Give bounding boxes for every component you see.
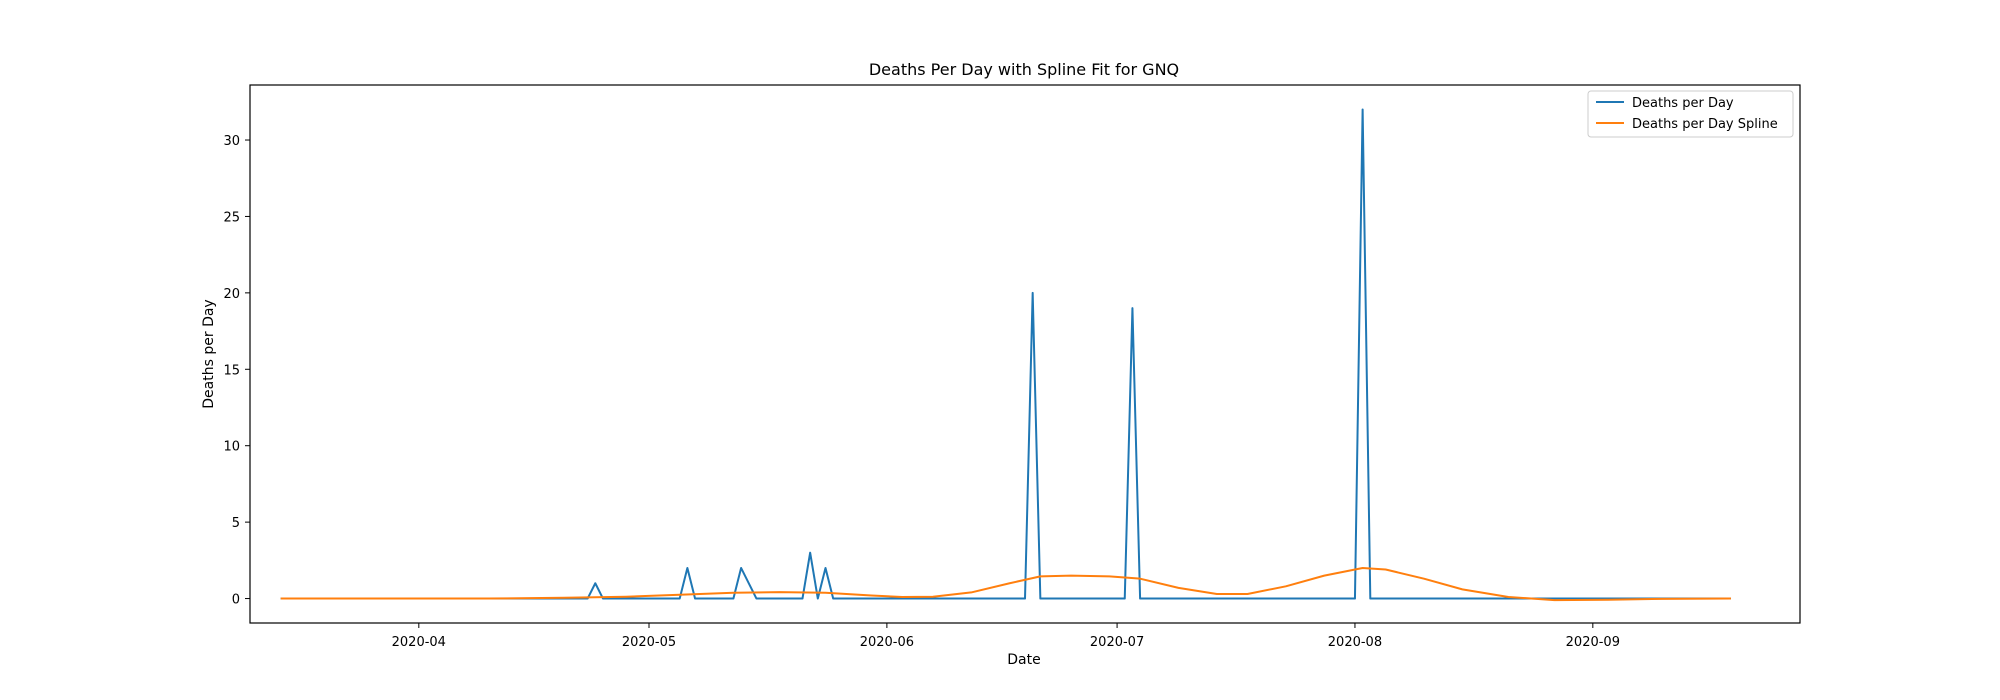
y-tick-label: 10	[223, 440, 240, 455]
y-tick-label: 25	[223, 210, 240, 225]
y-tick-label: 5	[232, 516, 240, 531]
y-tick-label: 20	[223, 287, 240, 302]
y-tick-label: 15	[223, 363, 240, 378]
y-tick-label: 30	[223, 134, 240, 149]
x-tick-label: 2020-08	[1328, 635, 1382, 650]
legend: Deaths per Day Deaths per Day Spline	[1587, 90, 1794, 138]
legend-label-deaths-per-day: Deaths per Day	[1632, 96, 1734, 111]
y-axis-label: Deaths per Day	[201, 299, 217, 408]
y-axis-ticks: 0 5 10 15 20 25 30	[223, 134, 250, 608]
x-tick-label: 2020-06	[860, 635, 914, 650]
x-axis-ticks: 2020-04 2020-05 2020-06 2020-07 2020-08 2020-…	[392, 623, 1620, 650]
legend-box	[1587, 90, 1794, 138]
x-tick-label: 2020-05	[622, 635, 676, 650]
series-line-spline	[280, 566, 1731, 602]
x-tick-label: 2020-09	[1566, 635, 1620, 650]
y-tick-label: 0	[232, 593, 240, 608]
x-axis-label: Date	[1007, 652, 1040, 668]
chart-title: Deaths Per Day with Spline Fit for GNQ	[869, 60, 1179, 79]
series-line-deaths-per-day	[280, 108, 1731, 600]
x-tick-label: 2020-07	[1090, 635, 1144, 650]
series-lines	[280, 108, 1731, 602]
x-tick-label: 2020-04	[392, 635, 446, 650]
plot-frame	[249, 84, 1801, 624]
legend-label-spline: Deaths per Day Spline	[1632, 117, 1778, 132]
